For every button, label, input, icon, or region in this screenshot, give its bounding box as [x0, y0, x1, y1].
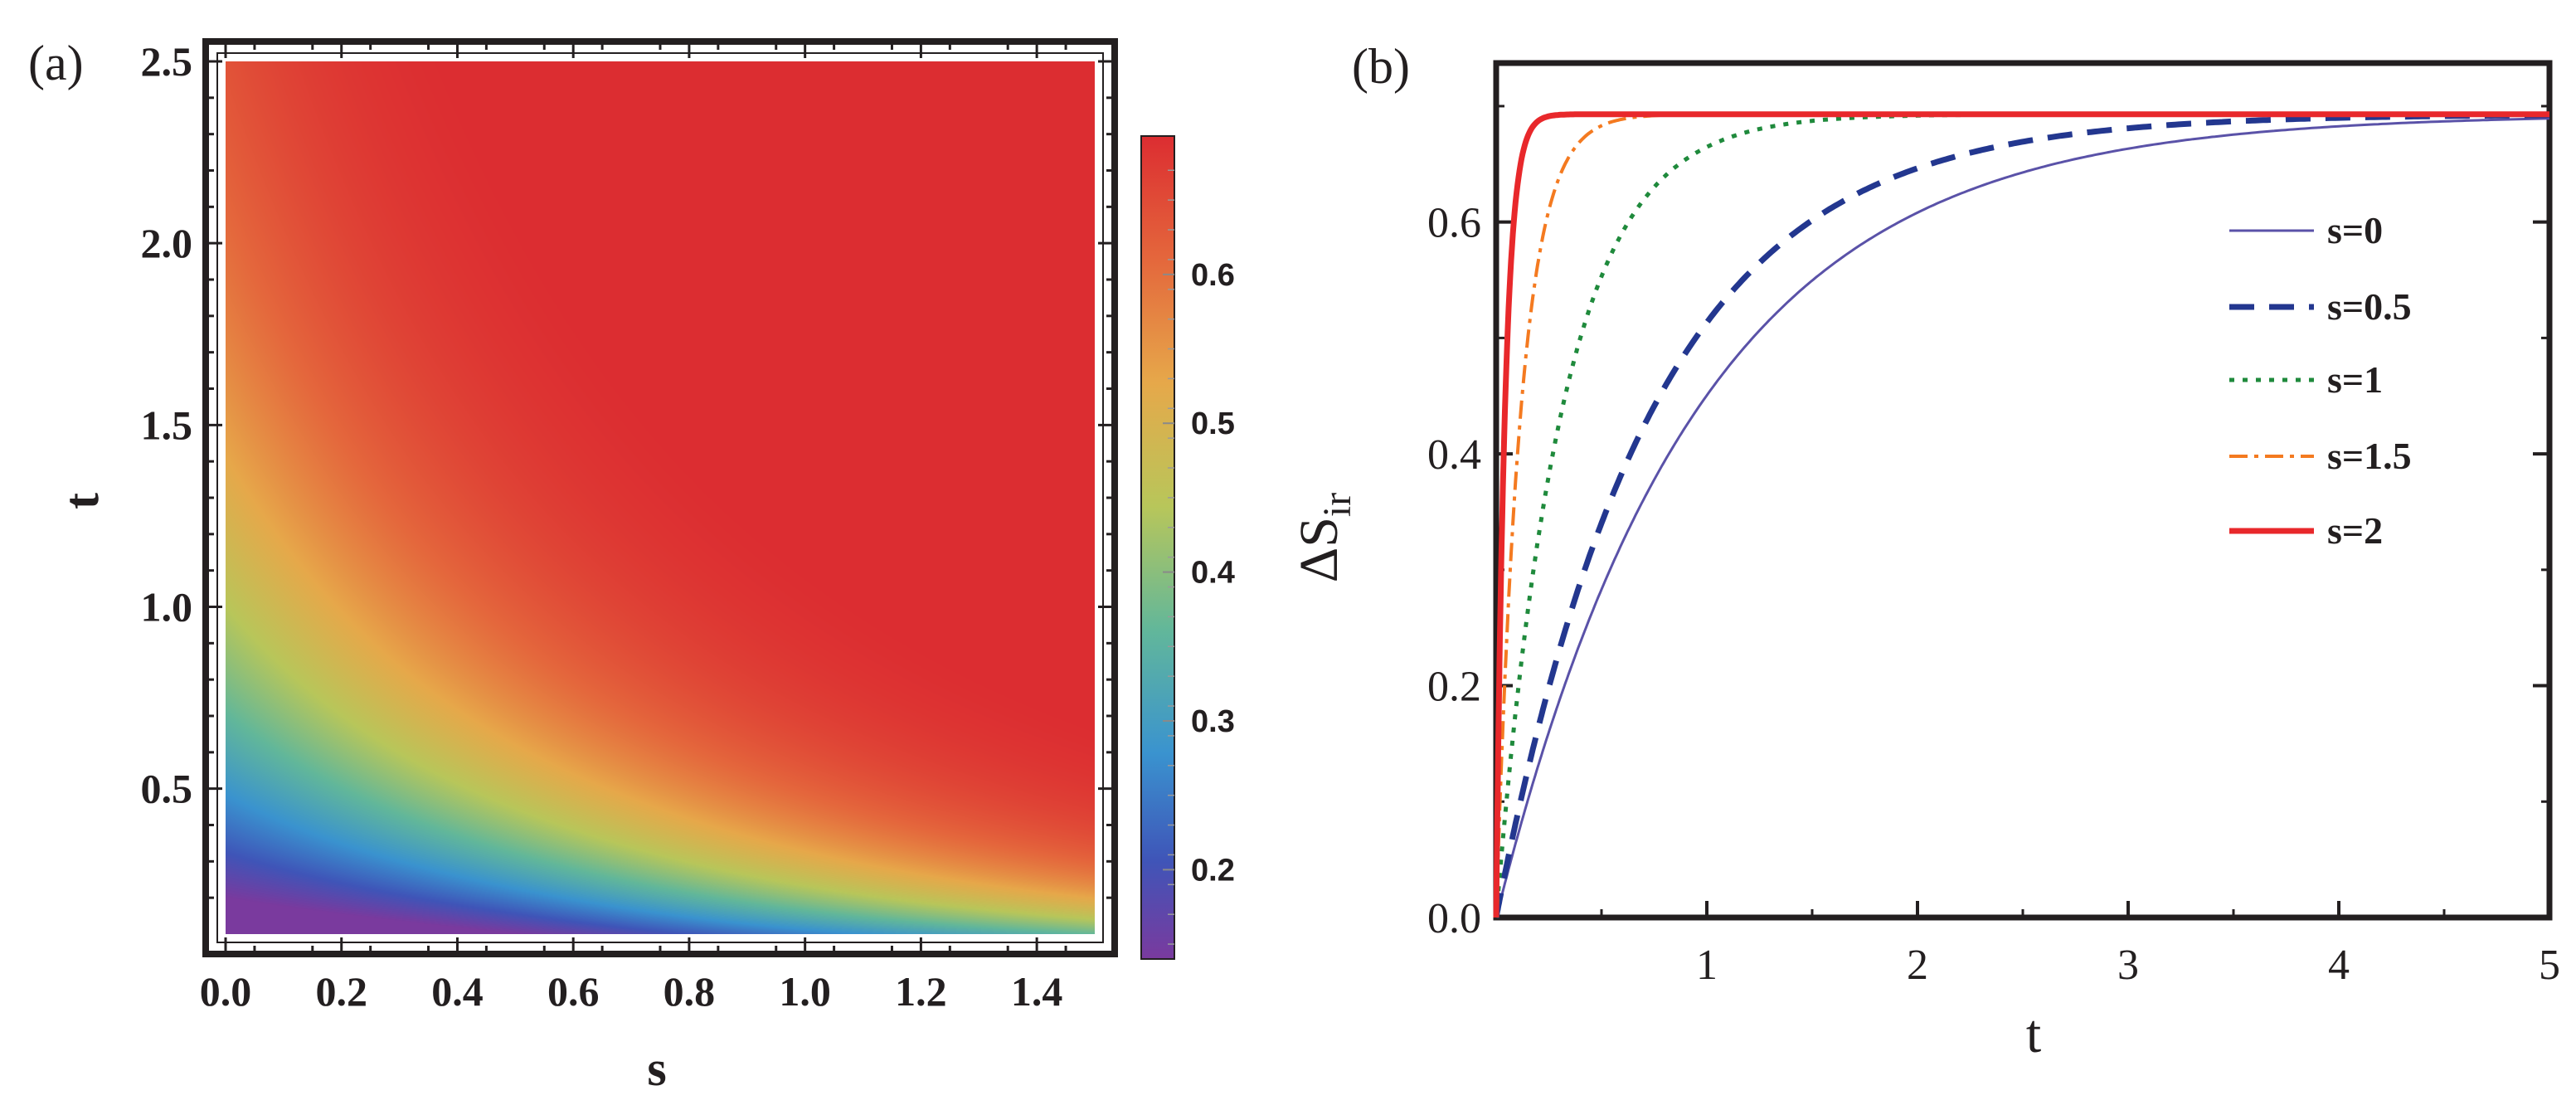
plot-frame: [1493, 60, 2553, 921]
colorbar-tick-label: 0.2: [1191, 853, 1235, 888]
series-line-3: [1495, 112, 2549, 918]
panel-b-label: (b): [1352, 39, 1410, 94]
x-tick-label: 0.8: [663, 968, 716, 1015]
y-axis-ticks: 0.5 1.0 1.5 2.0 2.5: [141, 38, 1115, 899]
panel-a-label: (a): [28, 36, 84, 90]
legend-label-4: s=2: [2327, 509, 2383, 552]
colorbar: [1140, 135, 1175, 960]
x-tick-label: 0.0: [200, 968, 252, 1015]
legend-label-3: s=1.5: [2327, 435, 2412, 477]
y-tick-label: 1.5: [141, 402, 193, 448]
x-tick-label: 1.0: [779, 968, 831, 1015]
heatmap-container: [226, 61, 1095, 934]
colorbar-tick-label: 0.4: [1191, 556, 1235, 591]
panel-a: (a) 0.0 0.2 0.4 0.6 0.8 1.0 1.2 1.4 0.5 1.0 1.5 2.…: [28, 36, 1235, 1096]
series-line-1: [1493, 112, 2549, 918]
y-tick-label: 0.4: [1427, 431, 1481, 479]
legend-label-2: s=1: [2327, 358, 2383, 401]
x-tick-label: 1: [1696, 942, 1718, 989]
y-tick-label: 2.5: [141, 38, 193, 85]
series-line-0: [1495, 117, 2550, 918]
x-tick-label: 0.2: [315, 968, 367, 1015]
heatmap-inner-frame: [216, 52, 1104, 943]
y-tick-label: 0.6: [1427, 200, 1481, 247]
y-tick-label: 2.0: [141, 220, 193, 266]
legend: s=0 s=0.5 s=1 s=1.5 s=2: [2229, 209, 2412, 552]
legend-label-1: s=0.5: [2327, 285, 2412, 328]
series-line-2: [1494, 112, 2549, 918]
x-tick-label: 0.6: [547, 968, 600, 1015]
y-axis-title-main: ΔS: [1289, 517, 1349, 582]
x-axis-ticks: 0.0 0.2 0.4 0.6 0.8 1.0 1.2 1.4: [200, 41, 1067, 1015]
colorbar-tick-label: 0.3: [1191, 704, 1235, 739]
y-tick-label: 1.0: [141, 584, 193, 630]
y-axis-title: ΔSir: [1289, 493, 1359, 582]
legend-label-0: s=0: [2327, 209, 2383, 251]
axis-ticks: 1 2 3 4 5 0.0 0.2 0.4 0.6: [1427, 105, 2560, 989]
y-tick-label: 0.5: [141, 766, 193, 812]
x-axis-title: t: [2026, 1004, 2041, 1064]
x-tick-label: 2: [1907, 942, 1928, 989]
heatmap-canvas: [226, 61, 1095, 934]
x-tick-label: 0.4: [431, 968, 484, 1015]
series-lines: [1493, 111, 2550, 918]
x-tick-label: 1.4: [1011, 968, 1063, 1015]
x-tick-label: 4: [2328, 942, 2350, 989]
y-axis-title-subscript: ir: [1315, 493, 1359, 517]
y-axis-title: t: [54, 493, 109, 509]
series-line-4: [1493, 111, 2549, 918]
y-tick-label: 0.0: [1427, 895, 1481, 942]
x-tick-label: 5: [2539, 942, 2560, 989]
panel-b: (b) 1 2 3 4 5 0.0 0.2 0.4 0.6 t ΔSir s=0 s=0.5 s=1…: [1289, 39, 2560, 1064]
x-axis-title: s: [647, 1041, 666, 1096]
colorbar-tick-label: 0.5: [1191, 406, 1235, 441]
y-tick-label: 0.2: [1427, 664, 1481, 711]
x-tick-label: 1.2: [895, 968, 947, 1015]
colorbar-ticks: 0.2 0.3 0.4 0.5 0.6: [1163, 169, 1235, 945]
colorbar-tick-label: 0.6: [1191, 258, 1235, 293]
x-tick-label: 3: [2117, 942, 2139, 989]
